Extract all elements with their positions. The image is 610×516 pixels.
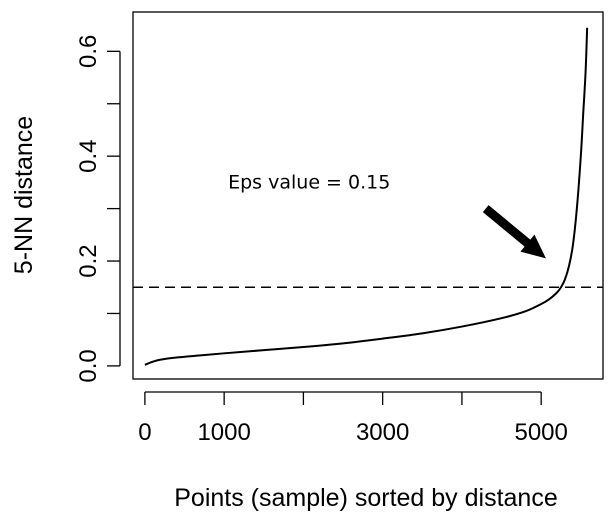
x-tick-label: 1000 bbox=[197, 419, 250, 446]
y-tick-label: 0.6 bbox=[75, 35, 102, 68]
y-axis: 0.0 0.2 0.4 0.6 bbox=[75, 35, 121, 383]
y-tick-label: 0.2 bbox=[75, 244, 102, 277]
x-axis: 0 1000 3000 5000 bbox=[138, 391, 568, 446]
annotation-arrow bbox=[482, 205, 546, 259]
x-axis-title: Points (sample) sorted by distance bbox=[174, 484, 558, 512]
eps-annotation: Eps value = 0.15 bbox=[228, 172, 390, 194]
plot-frame bbox=[132, 11, 604, 380]
knn-distance-curve bbox=[144, 27, 589, 366]
x-tick-label: 5000 bbox=[514, 419, 567, 446]
y-tick-label: 0.0 bbox=[75, 349, 102, 382]
y-axis-title: 5-NN distance bbox=[10, 116, 38, 274]
x-tick-label: 0 bbox=[138, 419, 151, 446]
y-tick-label: 0.4 bbox=[75, 139, 102, 172]
x-tick-label: 3000 bbox=[356, 419, 409, 446]
